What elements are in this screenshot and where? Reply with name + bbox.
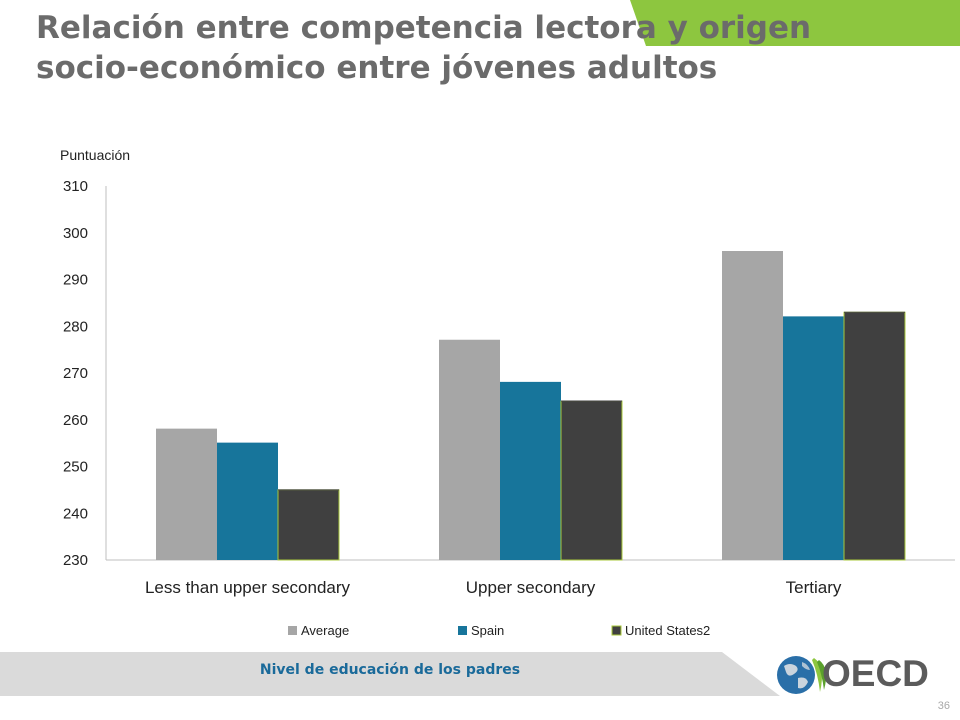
footer-band (0, 652, 780, 696)
y-tick-label: 310 (63, 178, 88, 195)
slide-title-line-2: socio-económico entre jóvenes adultos (36, 50, 718, 86)
y-tick-label: 230 (63, 552, 88, 569)
legend-label: Spain (471, 623, 504, 638)
oecd-logo (777, 656, 827, 694)
leaf-swoosh-icon (812, 658, 827, 692)
slide-title-line-1: Relación entre competencia lectora y ori… (36, 10, 812, 46)
slide-title: Relación entre competencia lectora y ori… (36, 8, 936, 88)
bar-united-states2-3 (843, 311, 906, 561)
y-tick-label: 240 (63, 505, 88, 522)
x-category-label: Less than upper secondary (145, 578, 351, 597)
footer-axis-caption: Nivel de educación de los padres (259, 662, 521, 678)
y-tick-label: 300 (63, 225, 88, 242)
legend-swatch-spain (458, 626, 467, 635)
y-tick-label: 260 (63, 412, 88, 429)
bar-united-states2-2 (560, 400, 623, 561)
legend: Average Spain United States2 (288, 623, 710, 638)
oecd-logo-text: OECD (822, 653, 929, 694)
x-axis-category-labels: Less than upper secondary Upper secondary… (145, 578, 842, 597)
x-category-label: Tertiary (786, 578, 842, 597)
legend-swatch-average (288, 626, 297, 635)
bar-average-3 (722, 251, 783, 560)
y-tick-label: 290 (63, 272, 88, 289)
x-category-label: Upper secondary (466, 578, 596, 597)
bar-united-states2-1 (277, 489, 340, 561)
y-tick-label: 250 (63, 459, 88, 476)
bar-spain-2 (500, 382, 561, 560)
y-tick-label: 280 (63, 318, 88, 335)
bar-spain-3 (783, 316, 844, 560)
legend-label: United States2 (625, 623, 710, 638)
bar-average-1 (156, 429, 217, 560)
legend-label: Average (301, 623, 349, 638)
page-number: 36 (937, 700, 950, 712)
legend-swatch-united-states2 (611, 625, 622, 636)
bar-marks (156, 250, 906, 561)
bar-average-2 (439, 340, 500, 560)
bar-chart: Puntuación 230 240 250 260 270 280 290 300 310 L… (60, 147, 955, 638)
globe-icon (777, 656, 815, 694)
accent-green-band (630, 0, 960, 46)
y-axis-label: Puntuación (60, 147, 130, 163)
y-axis-ticks: 230 240 250 260 270 280 290 300 310 (63, 178, 88, 569)
bar-spain-1 (217, 443, 278, 560)
y-tick-label: 270 (63, 365, 88, 382)
